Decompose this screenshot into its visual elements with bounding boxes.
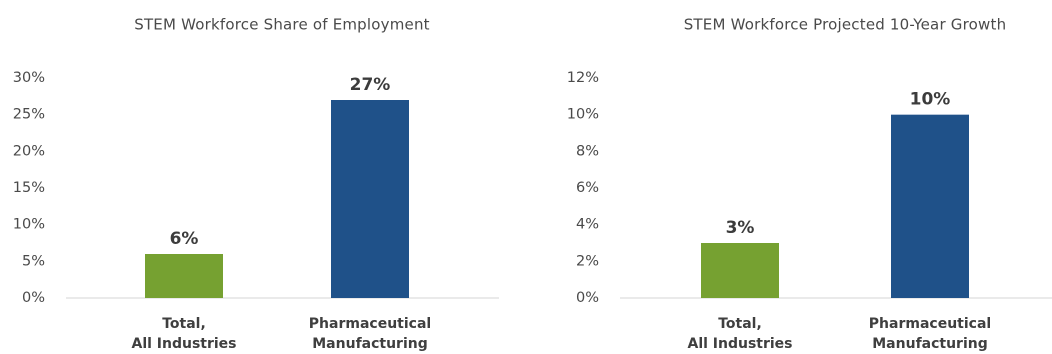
bar-pharmaceutical-manufacturing bbox=[891, 114, 969, 299]
category-label: Pharmaceutical Manufacturing bbox=[869, 316, 991, 352]
y-tick-label: 20% bbox=[13, 143, 45, 159]
category-label-line: Total, bbox=[718, 316, 762, 332]
y-tick-label: 30% bbox=[13, 70, 45, 86]
category-label-line: Pharmaceutical bbox=[309, 316, 431, 332]
y-tick-label: 8% bbox=[576, 143, 599, 159]
chart-title: STEM Workforce Projected 10-Year Growth bbox=[684, 16, 1007, 34]
category-label-line: All Industries bbox=[687, 336, 792, 352]
category-label: Total, All Industries bbox=[131, 316, 236, 352]
y-tick-label: 10% bbox=[567, 107, 599, 123]
bar-total-all-industries bbox=[145, 254, 223, 298]
y-tick-label: 10% bbox=[13, 217, 45, 233]
y-tick-label: 2% bbox=[576, 253, 599, 269]
category-label-line: All Industries bbox=[131, 336, 236, 352]
category-label: Total, All Industries bbox=[687, 316, 792, 352]
data-label: 6% bbox=[170, 229, 199, 249]
data-label: 3% bbox=[726, 218, 755, 238]
y-tick-label: 15% bbox=[13, 180, 45, 196]
chart-panel-1: STEM Workforce Share of Employment 0% 5% 10… bbox=[13, 16, 499, 352]
y-tick-label: 5% bbox=[22, 253, 45, 269]
y-tick-label: 12% bbox=[567, 70, 599, 86]
data-label: 10% bbox=[910, 90, 951, 110]
data-label: 27% bbox=[350, 75, 391, 95]
y-tick-label: 0% bbox=[22, 290, 45, 306]
chart-title: STEM Workforce Share of Employment bbox=[134, 16, 430, 34]
category-label-line: Manufacturing bbox=[312, 336, 428, 352]
bar-total-all-industries bbox=[701, 243, 779, 298]
bar-pharmaceutical-manufacturing bbox=[331, 100, 409, 298]
y-tick-label: 25% bbox=[13, 107, 45, 123]
y-tick-label: 4% bbox=[576, 217, 599, 233]
y-tick-label: 6% bbox=[576, 180, 599, 196]
y-tick-label: 0% bbox=[576, 290, 599, 306]
category-label-line: Manufacturing bbox=[872, 336, 988, 352]
category-label: Pharmaceutical Manufacturing bbox=[309, 316, 431, 352]
chart-panel-2: STEM Workforce Projected 10-Year Growth 0… bbox=[567, 16, 1052, 352]
category-label-line: Total, bbox=[162, 316, 206, 332]
category-label-line: Pharmaceutical bbox=[869, 316, 991, 332]
